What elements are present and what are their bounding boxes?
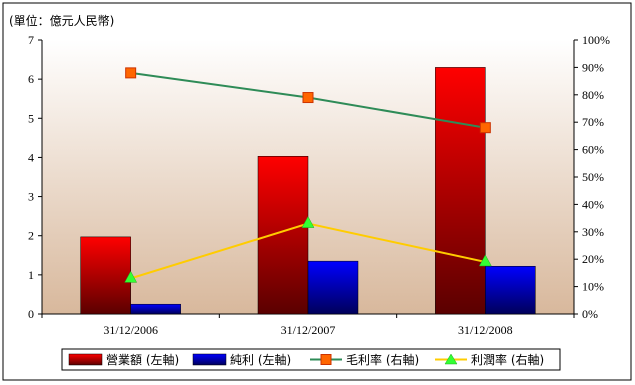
right-axis-tick-label: 100% [582,33,610,47]
right-axis: 0% 10% 20% 30% 40% 50% 60% 70% 80% 90% 100% [573,33,610,321]
x-axis-tick-label: 31/12/2008 [458,323,513,337]
left-axis-tick-label: 7 [28,33,34,47]
right-axis-tick-label: 90% [582,60,604,74]
left-axis-tick-label: 6 [28,72,34,86]
legend: 營業額 (左軸) 純利 (左軸) 毛利率 (右軸) 利潤率 (右軸) [68,352,544,367]
marker-profit-margin [124,270,138,283]
right-axis-tick-label: 20% [582,252,604,266]
left-axis-tick-label: 4 [28,150,34,164]
left-axis-tick-label: 5 [28,111,34,125]
left-axis: 0 1 2 3 4 5 6 7 [28,33,43,321]
x-axis-tick-label: 31/12/2006 [103,323,158,337]
legend-label-profit-margin: 利潤率 (右軸) [471,352,544,367]
bars [80,67,536,315]
unit-label: (單位：億元人民幣) [9,13,114,28]
bar-revenue [257,156,309,315]
legend-marker-gross-margin [320,354,332,365]
right-axis-tick-label: 0% [582,307,598,321]
right-axis-tick-label: 40% [582,197,604,211]
left-axis-tick-label: 3 [28,190,34,204]
legend-label-gross-margin: 毛利率 (右軸) [346,352,419,367]
left-axis-tick-label: 2 [28,229,34,243]
right-axis-tick-label: 30% [582,225,604,239]
marker-gross-margin [302,92,314,104]
legend-swatch-net-profit [192,353,227,366]
bar-net-profit [130,303,181,315]
left-axis-tick-label: 0 [28,307,34,321]
bar-net-profit [307,260,359,315]
legend-marker-profit-margin [444,353,458,365]
legend-label-net-profit: 純利 (左軸) [230,352,291,367]
legend-swatch-revenue [68,353,103,366]
marker-gross-margin [125,67,137,79]
right-axis-tick-label: 80% [582,88,604,102]
lines [124,67,492,283]
legend-label-revenue: 營業額 (左軸) [106,352,179,367]
bar-revenue [435,67,486,315]
bar-net-profit [485,265,536,315]
marker-gross-margin [479,122,491,134]
right-axis-tick-label: 50% [582,170,604,184]
right-axis-tick-label: 70% [582,115,604,129]
marker-profit-margin [478,254,492,267]
marker-profit-margin [301,216,315,228]
right-axis-tick-label: 10% [582,280,604,294]
right-axis-tick-label: 60% [582,143,604,157]
left-axis-tick-label: 1 [28,268,34,282]
bar-revenue [80,236,131,315]
x-axis-tick-label: 31/12/2007 [281,323,336,337]
